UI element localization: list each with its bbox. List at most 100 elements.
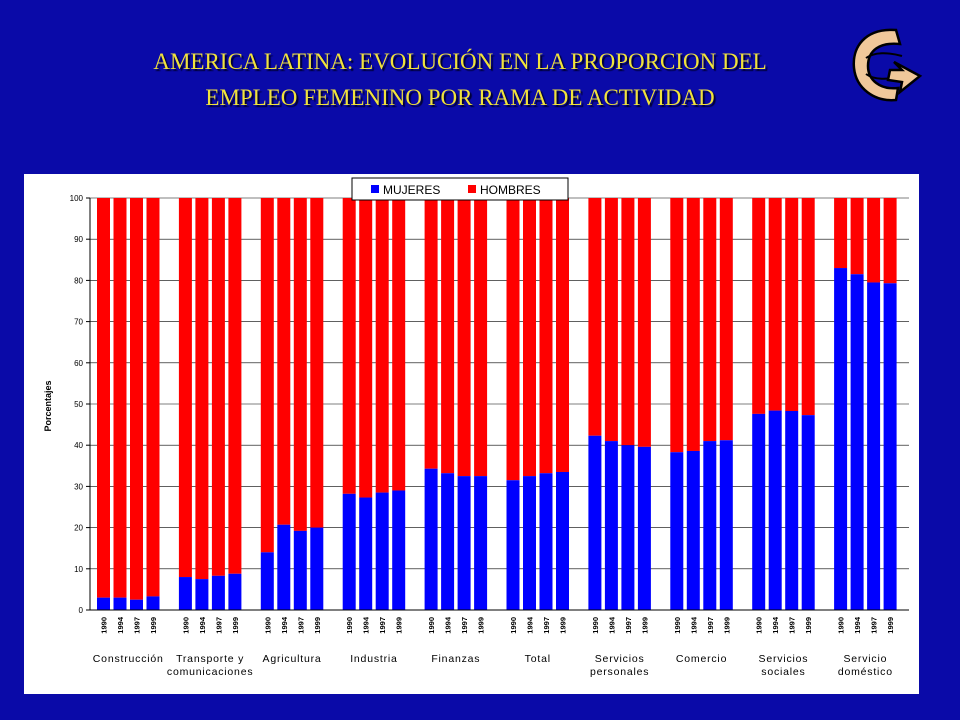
year-label: 1999 bbox=[149, 617, 158, 634]
bar-mujeres bbox=[523, 476, 536, 610]
bar-hombres bbox=[637, 198, 651, 447]
y-tick-label: 60 bbox=[74, 359, 83, 368]
bar-hombres bbox=[113, 198, 127, 598]
bar-hombres bbox=[752, 198, 766, 414]
bar-hombres bbox=[392, 198, 406, 491]
bar-mujeres bbox=[424, 468, 438, 610]
y-tick-label: 10 bbox=[74, 565, 83, 574]
bar-hombres bbox=[130, 198, 143, 600]
year-label: 1994 bbox=[198, 616, 207, 634]
category-label: Servicio bbox=[843, 653, 887, 665]
year-label: 1999 bbox=[559, 617, 568, 634]
bar-mujeres bbox=[310, 527, 324, 610]
year-label: 1994 bbox=[607, 616, 616, 634]
chart-panel: 0 10 20 30 40 50 60 70 80 90 100 1990 1994 1997 1999 Co… bbox=[24, 174, 919, 694]
bar-mujeres bbox=[375, 492, 389, 610]
year-label: 1997 bbox=[706, 617, 715, 634]
bar-mujeres bbox=[474, 476, 488, 610]
bar-hombres bbox=[260, 198, 274, 553]
year-label: 1990 bbox=[837, 617, 846, 634]
year-label: 1997 bbox=[296, 617, 305, 634]
bar-mujeres bbox=[785, 411, 799, 610]
y-tick-label: 20 bbox=[74, 524, 83, 533]
bar-mujeres bbox=[604, 441, 618, 610]
bar-mujeres bbox=[703, 441, 717, 610]
year-label: 1999 bbox=[640, 617, 649, 634]
year-label: 1990 bbox=[181, 617, 190, 634]
bar-hombres bbox=[228, 198, 242, 574]
slide-title: AMERICA LATINA: EVOLUCIÓN EN LA PROPORCI… bbox=[40, 44, 880, 116]
bar-hombres bbox=[621, 198, 635, 446]
bar-hombres bbox=[768, 198, 782, 411]
bar-mujeres bbox=[228, 573, 242, 610]
bar-mujeres bbox=[621, 445, 635, 610]
bar-mujeres bbox=[178, 577, 192, 610]
bar-hombres bbox=[604, 198, 618, 442]
bar-mujeres bbox=[719, 440, 733, 610]
bar-hombres bbox=[441, 198, 455, 474]
category-label: Transporte y bbox=[176, 653, 244, 665]
bar-mujeres bbox=[130, 599, 143, 610]
bar-hombres bbox=[556, 198, 569, 472]
bar-hombres bbox=[719, 198, 733, 441]
bar-mujeres bbox=[867, 282, 881, 610]
bar-mujeres bbox=[588, 435, 602, 610]
bar-hombres bbox=[686, 198, 700, 451]
bar-mujeres bbox=[195, 579, 209, 610]
year-label: 1990 bbox=[427, 617, 436, 634]
bar-hombres bbox=[539, 198, 553, 474]
year-label: 1997 bbox=[870, 617, 879, 634]
y-tick-label: 0 bbox=[79, 606, 84, 615]
bar-mujeres bbox=[359, 497, 373, 610]
year-label: 1994 bbox=[362, 616, 371, 634]
bar-mujeres bbox=[392, 490, 406, 610]
bar-mujeres bbox=[670, 452, 684, 610]
y-tick-label: 100 bbox=[70, 194, 84, 203]
category-label: Comercio bbox=[676, 653, 727, 665]
year-label: 1997 bbox=[624, 617, 633, 634]
bar-hombres bbox=[883, 198, 897, 284]
bar-hombres bbox=[801, 198, 815, 416]
year-label: 1999 bbox=[231, 617, 240, 634]
bar-mujeres bbox=[113, 597, 127, 610]
y-tick-label: 80 bbox=[74, 276, 83, 285]
bar-hombres bbox=[850, 198, 864, 275]
category-label: sociales bbox=[761, 666, 805, 678]
bar-mujeres bbox=[768, 410, 782, 610]
bar-mujeres bbox=[277, 524, 291, 610]
year-label: 1999 bbox=[886, 617, 895, 634]
title-line-2: EMPLEO FEMENINO POR RAMA DE ACTIVIDAD bbox=[205, 85, 715, 110]
year-label: 1997 bbox=[214, 617, 223, 634]
y-axis-label: Porcentajes bbox=[43, 380, 53, 431]
category-label: Servicios bbox=[595, 653, 645, 665]
bar-chart: 0 10 20 30 40 50 60 70 80 90 100 1990 1994 1997 1999 Co… bbox=[43, 177, 909, 678]
year-label: 1990 bbox=[345, 617, 354, 634]
category-label: Construcción bbox=[93, 653, 164, 665]
year-label: 1990 bbox=[755, 617, 764, 634]
year-label: 1997 bbox=[378, 617, 387, 634]
category-label: Total bbox=[525, 653, 551, 665]
y-tick-label: 50 bbox=[74, 400, 83, 409]
year-label: 1994 bbox=[771, 616, 780, 634]
bar-mujeres bbox=[211, 575, 225, 610]
year-label: 1994 bbox=[444, 616, 453, 634]
bar-mujeres bbox=[834, 268, 848, 610]
bar-mujeres bbox=[539, 473, 553, 610]
year-label: 1997 bbox=[133, 617, 142, 634]
bar-mujeres bbox=[97, 597, 110, 610]
bar-hombres bbox=[359, 198, 373, 498]
year-label: 1994 bbox=[853, 616, 862, 634]
bar-mujeres bbox=[342, 493, 356, 610]
year-label: 1999 bbox=[722, 617, 731, 634]
bar-hombres bbox=[457, 198, 471, 477]
legend-label-hombres: HOMBRES bbox=[480, 183, 541, 197]
legend-label-mujeres: MUJERES bbox=[383, 183, 440, 197]
category-label: Industria bbox=[350, 653, 397, 665]
bar-hombres bbox=[97, 198, 110, 598]
bar-mujeres bbox=[801, 415, 815, 610]
bar-hombres bbox=[474, 198, 488, 477]
bar-hombres bbox=[424, 198, 438, 469]
year-label: 1997 bbox=[460, 617, 469, 634]
title-line-1: AMERICA LATINA: EVOLUCIÓN EN LA PROPORCI… bbox=[153, 49, 767, 74]
category-label: personales bbox=[590, 666, 649, 678]
